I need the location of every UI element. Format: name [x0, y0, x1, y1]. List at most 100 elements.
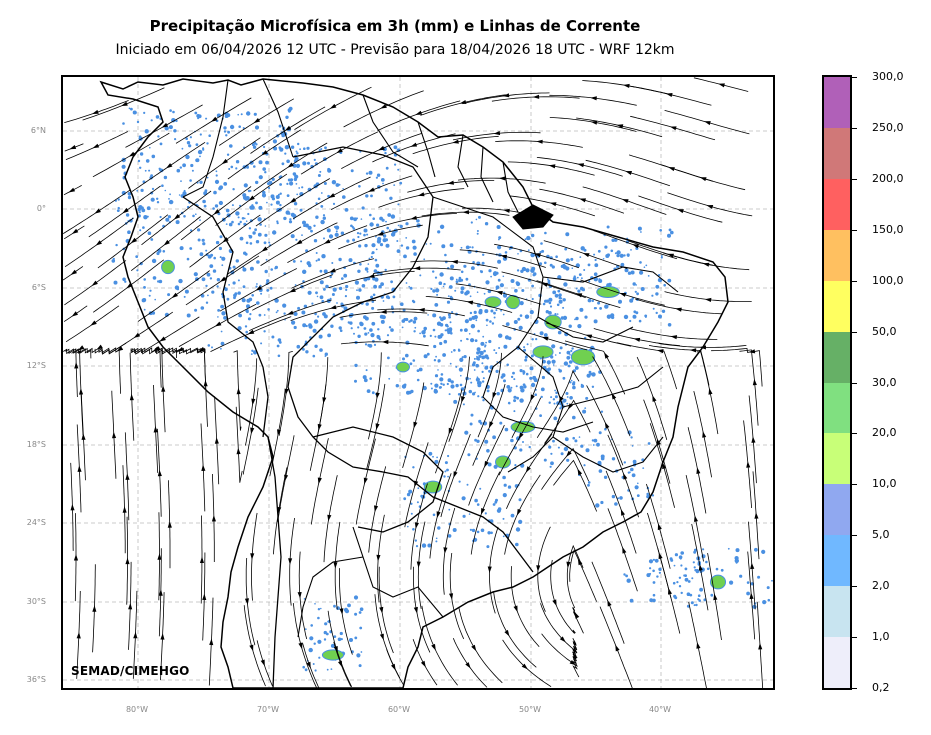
precip-dot: [515, 542, 519, 547]
precip-dot: [372, 217, 376, 220]
precip-dot: [308, 647, 313, 653]
precip-dot: [238, 313, 243, 318]
streamline-arrow: [704, 297, 712, 302]
precip-dot: [594, 263, 599, 268]
precip-dot: [495, 309, 498, 312]
precip-dot: [167, 215, 171, 219]
precip-dot: [468, 317, 473, 321]
precip-dot: [476, 355, 478, 358]
precip-dot: [239, 220, 242, 224]
precip-dot: [260, 292, 263, 295]
precip-dot: [283, 312, 286, 315]
precip-dot: [568, 324, 572, 328]
precip-dot: [315, 252, 318, 254]
precip-dot: [419, 332, 421, 335]
colorbar-tick: [852, 127, 857, 129]
precip-dot: [587, 263, 591, 267]
streamline-arrow: [376, 554, 381, 562]
streamline-arrow: [77, 345, 85, 351]
precip-dot: [344, 208, 349, 212]
precip-dot: [447, 295, 450, 297]
precip-dot: [352, 238, 356, 242]
streamline-arrow: [261, 246, 268, 252]
precip-dot: [548, 311, 552, 315]
precip-dot: [144, 169, 147, 172]
map-canvas: [63, 77, 773, 688]
precip-dot: [464, 291, 468, 296]
precip-dot: [540, 395, 543, 399]
streamline-arrow: [249, 644, 254, 652]
precip-dot: [455, 365, 458, 368]
precip-dot: [567, 364, 571, 368]
precip-dot: [235, 259, 239, 263]
precip-dot: [292, 260, 296, 263]
precip-dot: [388, 377, 391, 380]
precip-dot: [449, 243, 454, 248]
precip-dot: [232, 265, 236, 269]
precip-dot: [425, 243, 428, 245]
precip-dot: [434, 276, 438, 279]
precip-dot: [281, 162, 285, 166]
precip-dot: [727, 547, 730, 550]
precip-dot: [562, 298, 566, 302]
precip-dot: [164, 312, 169, 317]
streamline-arrow: [536, 139, 543, 144]
precip-dot: [225, 134, 228, 137]
precip-dot: [293, 312, 298, 316]
heavy-precip-patch: [321, 649, 345, 661]
precip-dot: [142, 226, 145, 229]
precip-dot: [450, 351, 453, 353]
precip-dot: [556, 303, 560, 307]
precip-dot: [546, 360, 551, 365]
precip-dot: [211, 290, 215, 294]
precip-dot: [461, 496, 466, 501]
colorbar-label: 5,0: [872, 528, 890, 542]
precip-dot: [474, 438, 477, 442]
precip-dot: [215, 240, 220, 245]
precip-dot: [207, 254, 212, 259]
precip-dot: [513, 395, 517, 399]
precip-dot: [566, 350, 571, 355]
precip-dot: [629, 598, 634, 603]
precip-dot: [375, 235, 377, 238]
precip-dot: [140, 206, 144, 210]
precip-dot: [539, 251, 542, 254]
streamline-arrow: [559, 636, 566, 643]
colorbar-label: 1,0: [872, 630, 890, 644]
streamline-arrow: [449, 593, 454, 600]
precip-dot: [302, 161, 307, 166]
precip-dot: [164, 189, 167, 192]
southern-south-america: [297, 526, 444, 638]
precip-dot: [548, 445, 552, 449]
precip-dot: [326, 228, 331, 233]
precip-dot: [203, 204, 207, 208]
precip-dot: [258, 205, 263, 210]
precip-dot: [574, 439, 578, 443]
precip-dot: [513, 399, 517, 403]
lon-label-70w: 70°W: [256, 705, 280, 714]
precip-dot: [475, 319, 478, 322]
streamline-arrow: [298, 642, 303, 650]
streamline-arrow: [675, 307, 682, 312]
precip-dot: [658, 571, 662, 574]
precip-dot: [349, 638, 353, 642]
precip-dot: [350, 224, 353, 228]
precip-dot: [715, 567, 719, 571]
precip-dot: [652, 307, 655, 310]
precip-dot: [544, 261, 547, 265]
precip-dot: [344, 609, 350, 614]
precip-dot: [127, 230, 131, 234]
streamline-arrow: [378, 145, 385, 151]
precip-dot: [598, 431, 602, 435]
precip-dot: [639, 270, 644, 275]
precip-dot: [291, 320, 296, 325]
precip-dot: [510, 513, 515, 518]
precip-dot: [252, 145, 257, 149]
precip-dot: [631, 445, 634, 447]
precip-dot: [136, 189, 139, 192]
precip-dot: [565, 392, 569, 395]
precip-dot: [403, 383, 407, 387]
precip-dot: [460, 270, 464, 274]
precip-dot: [587, 483, 590, 487]
precip-dot: [683, 574, 686, 577]
